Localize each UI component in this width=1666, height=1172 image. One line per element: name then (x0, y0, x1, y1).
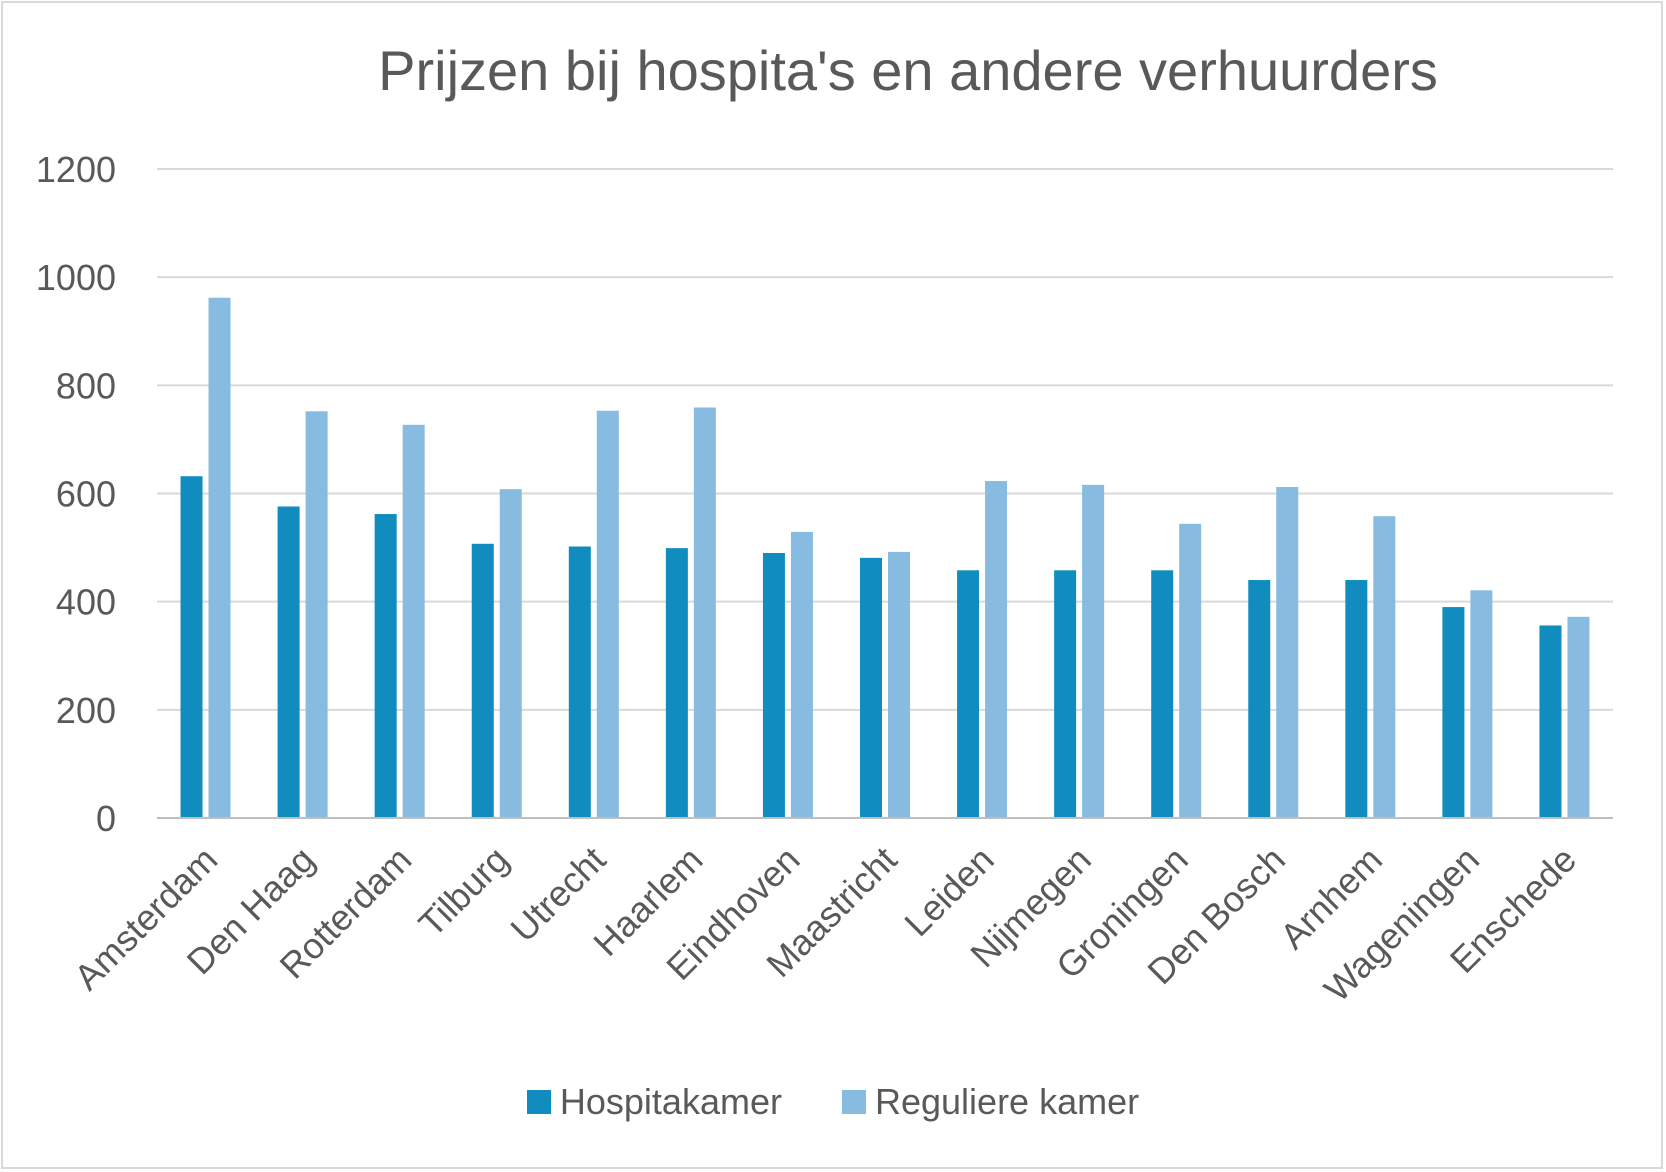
bar-hospitakamer-den-haag (277, 506, 300, 818)
y-tick-label-600: 600 (56, 474, 116, 515)
y-tick-label-800: 800 (56, 365, 116, 406)
y-tick-label-400: 400 (56, 582, 116, 623)
bar-reguliere-kamer-tilburg (499, 489, 522, 818)
bar-hospitakamer-haarlem (665, 548, 688, 818)
bar-reguliere-kamer-den-bosch (1276, 487, 1299, 818)
bar-reguliere-kamer-maastricht (888, 551, 910, 818)
bar-hospitakamer-tilburg (471, 543, 494, 818)
gridlines (157, 168, 1613, 711)
y-axis-ticks: 0 200 400 600 800 1000 1200 (36, 149, 116, 839)
legend-label-reguliere-kamer: Reguliere kamer (874, 1081, 1140, 1122)
bar-hospitakamer-nijmegen (1054, 570, 1077, 818)
legend-swatch-reguliere-kamer (841, 1090, 866, 1114)
chart-title: Prijzen bij hospita's en andere verhuurd… (378, 39, 1438, 102)
bar-hospitakamer-wageningen (1442, 607, 1465, 818)
bar-reguliere-kamer-enschede (1567, 616, 1590, 818)
bar-hospitakamer-rotterdam (374, 514, 397, 818)
bar-reguliere-kamer-rotterdam (402, 424, 425, 818)
bar-reguliere-kamer-den-haag (305, 411, 328, 818)
bar-reguliere-kamer-groningen (1179, 523, 1202, 818)
legend-item-hospitakamer: Hospitakamer (526, 1080, 782, 1124)
y-tick-label-200: 200 (56, 690, 116, 731)
bars (180, 297, 1590, 818)
bar-reguliere-kamer-haarlem (693, 407, 716, 818)
legend-item-reguliere-kamer: Reguliere kamer (841, 1080, 1140, 1124)
legend-swatch-hospitakamer (526, 1090, 551, 1114)
y-tick-label-1200: 1200 (36, 149, 116, 190)
bar-reguliere-kamer-leiden (985, 481, 1008, 818)
bar-reguliere-kamer-amsterdam (208, 297, 231, 818)
y-tick-label-1000: 1000 (36, 257, 116, 298)
bar-hospitakamer-eindhoven (762, 552, 785, 818)
bar-hospitakamer-amsterdam (180, 476, 203, 818)
bar-hospitakamer-arnhem (1345, 580, 1368, 818)
bar-hospitakamer-enschede (1539, 625, 1562, 818)
legend-label-hospitakamer: Hospitakamer (559, 1081, 782, 1122)
bar-hospitakamer-leiden (957, 570, 980, 818)
bar-hospitakamer-utrecht (568, 546, 591, 818)
bar-reguliere-kamer-wageningen (1470, 590, 1493, 818)
bar-reguliere-kamer-utrecht (596, 410, 619, 818)
y-tick-label-0: 0 (96, 798, 116, 839)
legend: Hospitakamer Reguliere kamer (0, 1080, 1666, 1124)
x-tick-label-tilburg: Tilburg (411, 839, 517, 945)
bar-reguliere-kamer-arnhem (1373, 516, 1396, 818)
bar-hospitakamer-groningen (1151, 570, 1174, 818)
bar-hospitakamer-den-bosch (1248, 580, 1271, 818)
bar-reguliere-kamer-nijmegen (1082, 484, 1105, 818)
bar-hospitakamer-maastricht (860, 557, 882, 818)
bar-reguliere-kamer-eindhoven (790, 531, 813, 818)
